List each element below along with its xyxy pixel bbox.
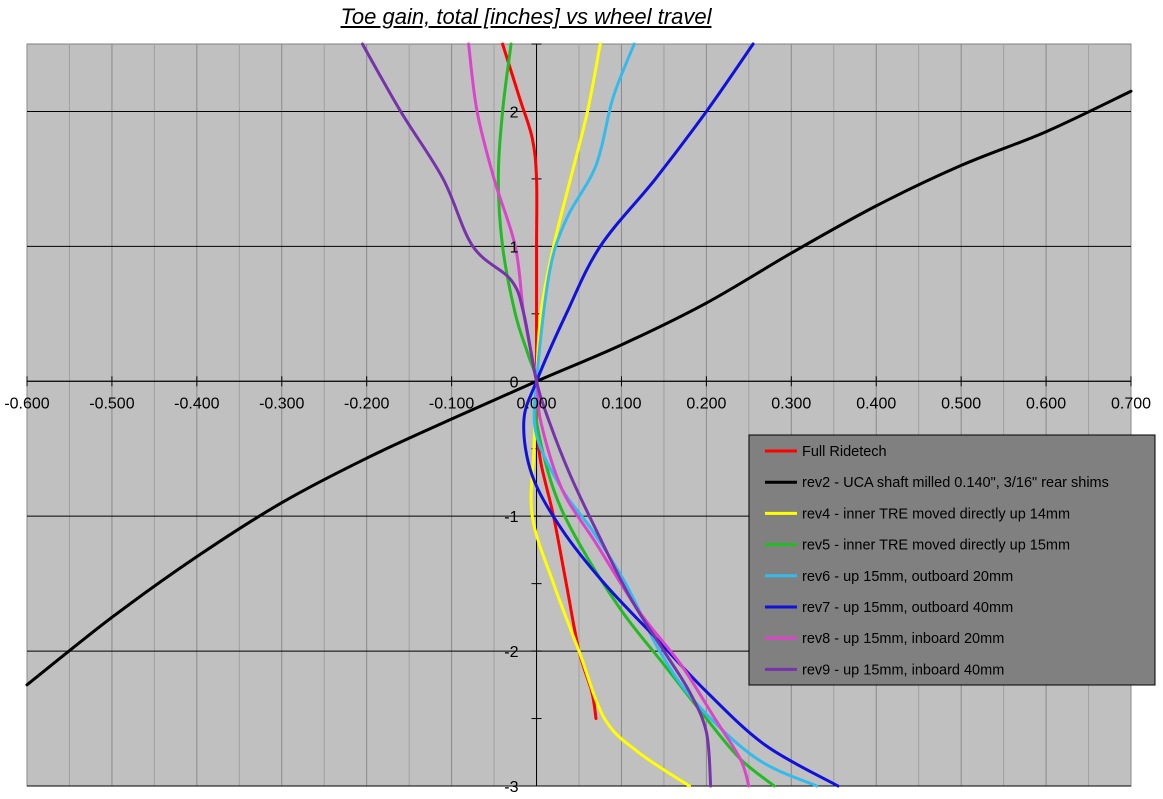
legend-label-5: rev7 - up 15mm, outboard 40mm: [802, 600, 1013, 616]
x-tick-label: 0.400: [856, 395, 896, 412]
series-lines: [25, 42, 1133, 788]
x-tick-label: 0.200: [686, 395, 726, 412]
y-tick-label: -3: [504, 779, 518, 796]
legend-label-2: rev4 - inner TRE moved directly up 14mm: [802, 506, 1070, 522]
y-tick-label: 0: [510, 374, 519, 391]
legend-box: [748, 434, 1156, 686]
series-line-5: [522, 42, 840, 788]
chart-title: Toe gain, total [inches] vs wheel travel: [340, 4, 712, 29]
y-tick-label: 1: [510, 239, 519, 256]
series-line-7: [360, 42, 713, 788]
x-tick-label: -0.600: [4, 395, 49, 412]
vertical-gridlines: [26, 44, 1132, 786]
x-tick-label: 0.600: [1026, 395, 1066, 412]
legend-label-4: rev6 - up 15mm, outboard 20mm: [802, 569, 1013, 585]
x-tick-label: -0.400: [174, 395, 219, 412]
legend-label-3: rev5 - inner TRE moved directly up 15mm: [802, 538, 1070, 554]
y-tick-label: 2: [510, 104, 519, 121]
x-tick-label: -0.100: [429, 395, 474, 412]
legend-label-1: rev2 - UCA shaft milled 0.140", 3/16" re…: [802, 475, 1109, 491]
x-tick-label: 0.100: [601, 395, 641, 412]
tick-labels: -0.600 -0.500 -0.400 -0.300 -0.200 -0.100 0.00…: [4, 104, 1151, 796]
legend-label-7: rev9 - up 15mm, inboard 40mm: [802, 662, 1004, 678]
x-tick-label: -0.300: [259, 395, 304, 412]
series-line-2: [529, 42, 691, 788]
x-tick-label: -0.500: [89, 395, 134, 412]
series-line-1: [25, 89, 1133, 687]
y-tick-label: -1: [504, 509, 518, 526]
legend-label-0: Full Ridetech: [802, 444, 887, 460]
x-tick-label: 0.000: [517, 395, 557, 412]
x-tick-label: 0.700: [1111, 395, 1151, 412]
x-tick-label: 0.300: [771, 395, 811, 412]
legend-label-6: rev8 - up 15mm, inboard 20mm: [802, 631, 1004, 647]
x-tick-label: -0.200: [344, 395, 389, 412]
series-line-6: [467, 42, 751, 788]
legend: Full Ridetech rev2 - UCA shaft milled 0.1…: [748, 434, 1156, 686]
y-tick-label: -2: [504, 644, 518, 661]
x-tick-label: 0.500: [941, 395, 981, 412]
